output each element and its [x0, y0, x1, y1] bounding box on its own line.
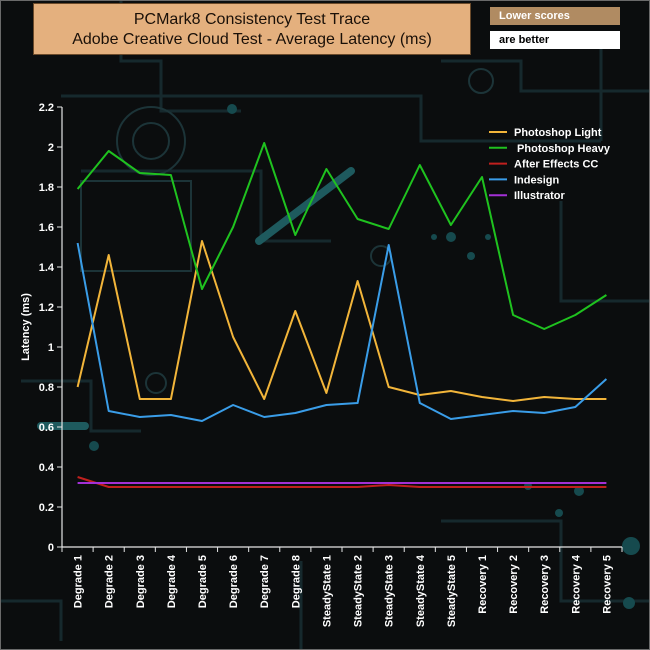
x-tick-label: Degrade 5: [197, 555, 209, 608]
y-tick-label: 0.2: [39, 502, 54, 514]
x-tick-label: Degrade 6: [228, 555, 240, 608]
x-tick-label: Degrade 4: [166, 554, 178, 608]
y-tick-label: 0: [48, 542, 54, 554]
series-line-1: [76, 142, 607, 330]
x-tick-label: Degrade 2: [104, 555, 116, 608]
legend: Photoshop Light Photoshop Heavy After Eff…: [489, 127, 611, 202]
x-tick-label: Recovery 2: [508, 555, 520, 614]
note-are-better: are better: [490, 31, 620, 49]
legend-label: Illustrator: [514, 190, 565, 202]
x-tick-label: SteadyState 1: [321, 555, 333, 627]
series-lines: [76, 142, 608, 488]
x-tick-label: Recovery 5: [601, 555, 613, 614]
y-axis-label: Latency (ms): [20, 293, 32, 361]
x-tick-label: SteadyState 5: [446, 555, 458, 627]
x-tick-label: SteadyState 2: [353, 555, 365, 627]
legend-label: After Effects CC: [514, 159, 598, 171]
x-tick-label: Degrade 8: [290, 555, 302, 608]
y-tick-label: 0.6: [39, 422, 54, 434]
series-line-3: [76, 242, 608, 422]
legend-label: Photoshop Light: [514, 127, 602, 139]
y-axis-ticks: 0 0.2 0.4 0.6 0.8 1 1.2 1.4 1.6 1.8 2 2.2: [39, 102, 62, 554]
chart-title-line-1: PCMark8 Consistency Test Trace: [133, 11, 371, 28]
legend-label: Photoshop Heavy: [514, 143, 611, 155]
y-tick-label: 1: [48, 342, 54, 354]
x-tick-label: Recovery 3: [539, 555, 551, 614]
y-tick-label: 2.2: [39, 102, 54, 114]
x-tick-label: SteadyState 3: [384, 555, 396, 627]
y-tick-label: 0.4: [39, 462, 55, 474]
y-tick-label: 1.2: [39, 302, 54, 314]
chart-title-line-2: Adobe Creative Cloud Test - Average Late…: [72, 31, 432, 48]
x-tick-label: Degrade 7: [259, 555, 271, 608]
chart-title-box: PCMark8 Consistency Test Trace Adobe Cre…: [33, 3, 471, 55]
note-lower-scores: Lower scores: [490, 7, 620, 25]
x-tick-label: Degrade 1: [73, 555, 85, 608]
series-line-0: [76, 240, 607, 402]
y-tick-label: 2: [48, 142, 54, 154]
y-tick-label: 0.8: [39, 382, 54, 394]
x-tick-label: SteadyState 4: [415, 554, 427, 627]
x-tick-label: Recovery 4: [570, 554, 582, 614]
y-tick-label: 1.8: [39, 182, 54, 194]
y-tick-label: 1.6: [39, 222, 54, 234]
y-tick-label: 1.4: [39, 262, 55, 274]
x-tick-label: Recovery 1: [477, 555, 489, 614]
series-line-2: [77, 476, 607, 488]
legend-label: Indesign: [514, 174, 560, 186]
x-axis-ticks: Degrade 1 Degrade 2 Degrade 3 Degrade 4 Degr…: [61, 547, 623, 627]
x-tick-label: Degrade 3: [135, 555, 147, 608]
